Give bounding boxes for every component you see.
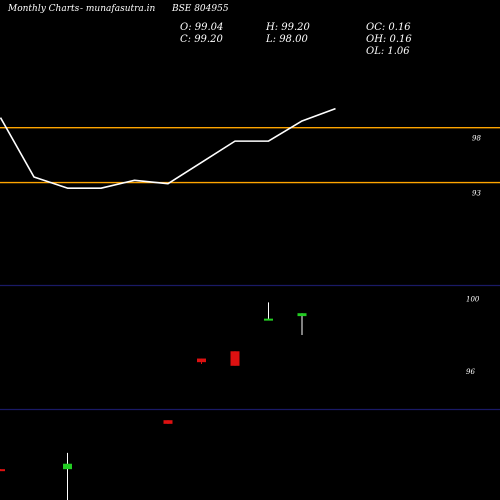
candle-body [297,313,307,317]
price-line [0,107,336,189]
ol-value: OL: 1.06 [366,46,410,57]
high-value: H: 99.20 [266,22,310,33]
upper-tick-label: 93 [472,190,481,198]
low-value: L: 98.00 [266,34,308,45]
symbol-label: BSE 804955 [172,4,229,14]
site-title: Monthly Charts [8,4,80,14]
close-value: C: 99.20 [180,34,223,45]
candle-body [0,469,5,472]
source-label: - munafasutra.in [80,4,156,14]
open-value: O: 99.04 [180,22,224,33]
candle-body [63,463,72,470]
oc-value: OC: 0.16 [366,22,411,33]
oh-value: OH: 0.16 [366,34,412,45]
candle-body [264,318,273,321]
lower-tick-label: 96 [466,368,475,376]
candle-body [230,351,240,366]
candle-body [197,358,206,363]
upper-tick-label: 98 [472,135,481,143]
candle-body [163,420,173,424]
lower-tick-label: 100 [466,296,480,304]
